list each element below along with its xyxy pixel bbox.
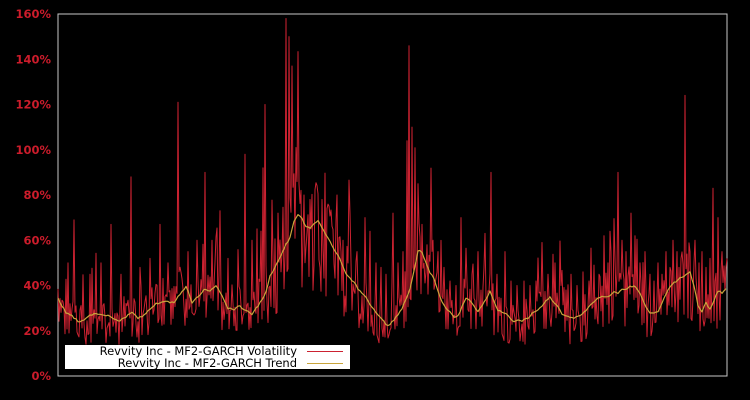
- trend-series-line: [57, 214, 727, 327]
- legend-line-swatch-trend: [307, 362, 343, 364]
- y-tick-label: 160%: [15, 7, 51, 21]
- y-tick-label: 80%: [23, 188, 51, 202]
- y-tick-label: 20%: [23, 324, 51, 338]
- chart-legend: Revvity Inc - MF2-GARCH Volatility Revvi…: [65, 345, 350, 369]
- legend-entry-trend: Revvity Inc - MF2-GARCH Trend: [65, 357, 350, 369]
- plot-border: [57, 13, 728, 377]
- y-tick-label: 120%: [15, 98, 51, 112]
- legend-line-swatch-volatility: [307, 350, 343, 352]
- legend-label-trend: Revvity Inc - MF2-GARCH Trend: [117, 356, 297, 370]
- y-tick-label: 0%: [31, 369, 51, 383]
- y-tick-label: 60%: [23, 233, 51, 247]
- legend-label-volatility: Revvity Inc - MF2-GARCH Volatility: [99, 344, 297, 358]
- legend-entry-volatility: Revvity Inc - MF2-GARCH Volatility: [65, 345, 350, 357]
- y-tick-label: 100%: [15, 143, 51, 157]
- y-tick-label: 40%: [23, 279, 51, 293]
- volatility-series-line: [57, 18, 728, 345]
- y-tick-label: 140%: [15, 52, 51, 66]
